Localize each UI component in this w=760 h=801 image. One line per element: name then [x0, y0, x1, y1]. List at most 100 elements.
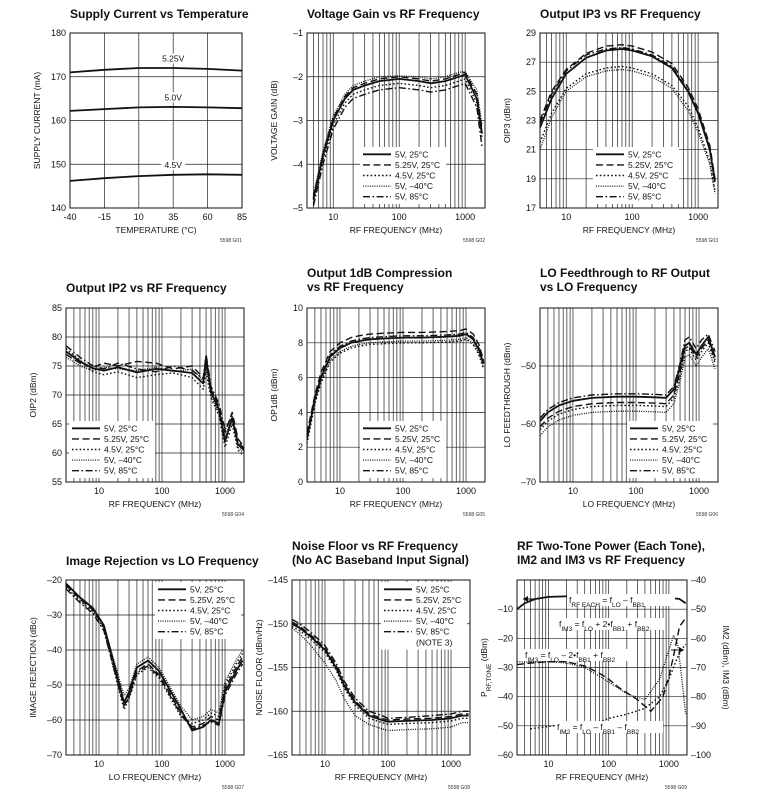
x-tick-label: 10: [328, 212, 338, 222]
legend-bg: [627, 421, 713, 478]
legend-bg: [593, 147, 679, 204]
legend-label: 5.25V, 25°C: [190, 595, 235, 605]
chart-title: Output IP3 vs RF Frequency: [540, 7, 701, 21]
series-group: [307, 328, 485, 444]
y-tick-label: –50: [521, 361, 536, 371]
legend-label: 5V, 25°C: [395, 423, 428, 433]
y-tick-label: –160: [268, 706, 288, 716]
x-tick-label: 10: [543, 759, 553, 769]
chart-title: Voltage Gain vs RF Frequency: [307, 7, 480, 21]
y-tick-label: 160: [51, 116, 66, 126]
legend-label: 4.5V, 25°C: [628, 171, 668, 181]
chart-g03: Output IP3 vs RF Frequency 10 100 1000 17 19 2…: [502, 7, 719, 244]
y-tick-label: 170: [51, 72, 66, 82]
series-line: [66, 348, 244, 457]
series-line: [70, 173, 242, 182]
y2-tick-label: –70: [691, 663, 706, 673]
x-tick-label: 60: [203, 212, 213, 222]
y-tick-label: –70: [521, 477, 536, 487]
y-axis-label: SUPPLY CURRENT (mA): [32, 72, 42, 169]
plot-frame: [306, 307, 486, 483]
legend-label: 5V, –40°C: [628, 181, 666, 191]
figure-code: 5598 G04: [222, 512, 244, 518]
x-tick-label: 1000: [688, 212, 708, 222]
x-tick-label: 1000: [455, 212, 475, 222]
legend-label: 5.25V, 25°C: [395, 160, 440, 170]
legend-label: 4.5V, 25°C: [662, 445, 702, 455]
chart-g04: Output IP2 vs RF Frequency 10 100 1000 55 60 6…: [28, 281, 245, 518]
legend-label: 5V, 85°C: [395, 192, 428, 202]
y-axis-label: IMAGE REJECTION (dBc): [28, 617, 38, 718]
series-line: [530, 643, 687, 730]
series-line: [70, 67, 242, 74]
y-tick-label: 2: [298, 442, 303, 452]
y-tick-label: –60: [47, 715, 62, 725]
x-tick-label: 100: [154, 486, 169, 496]
legend-label: 4.5V, 25°C: [416, 606, 456, 616]
x-tick-label: 1000: [215, 759, 235, 769]
chart-title: IM2 and IM3 vs RF Frequency: [517, 553, 685, 567]
y-tick-label: 4: [298, 407, 303, 417]
series-group: [66, 582, 244, 732]
legend-label: 5V, –40°C: [395, 181, 433, 191]
legend-label: 5V, 85°C: [395, 466, 428, 476]
x-axis-label: RF FREQUENCY (MHz): [556, 772, 649, 782]
y-tick-label: 55: [52, 477, 62, 487]
x-tick-label: 10: [94, 759, 104, 769]
x-tick-label: 100: [395, 486, 410, 496]
legend: 5V, 25°C5.25V, 25°C4.5V, 25°C5V, –40°C5V…: [360, 421, 446, 478]
legend-label: 4.5V, 25°C: [395, 171, 435, 181]
chart-title: Output IP2 vs RF Frequency: [66, 281, 227, 295]
x-tick-label: 1000: [441, 759, 461, 769]
y-tick-label: 140: [51, 203, 66, 213]
figure-code: 5598 G02: [463, 238, 485, 244]
x-axis-label: RF FREQUENCY (MHz): [335, 772, 428, 782]
series-line: [307, 336, 485, 441]
x-tick-label: -15: [98, 212, 111, 222]
figure-code: 5598 G03: [696, 238, 718, 244]
plot-frame: [291, 579, 471, 756]
series-line: [66, 353, 244, 448]
annotation-bg: [567, 594, 675, 606]
x-tick-label: 1000: [659, 759, 679, 769]
chart-title: vs LO Frequency: [540, 280, 638, 294]
y-tick-label: –50: [498, 721, 513, 731]
y-tick-label: –5: [293, 203, 303, 213]
series-line: [292, 625, 469, 726]
y-tick-label: 180: [51, 28, 66, 38]
legend-label: 5V, –40°C: [395, 455, 433, 465]
legend-label: 5V, 25°C: [628, 149, 661, 159]
frequency-equation: fIM3 = fLO + 2•fBB1 + fBB2: [559, 619, 650, 633]
chart-g07: Image Rejection vs LO Frequency 10 100 1000…: [28, 554, 259, 791]
x-tick-label: 1000: [689, 486, 709, 496]
x-tick-label: -40: [63, 212, 76, 222]
curve-label-bg: [161, 160, 186, 171]
legend-label: 5V, 25°C: [395, 149, 428, 159]
series-line: [540, 347, 716, 437]
y-tick-label: –20: [498, 633, 513, 643]
y-tick-label: –3: [293, 116, 303, 126]
chart-title: LO Feedthrough to RF Output: [540, 266, 710, 280]
y-tick-label: 17: [526, 203, 536, 213]
legend-bg: [69, 421, 155, 478]
y-tick-label: 23: [526, 116, 536, 126]
y-tick-label: –4: [293, 159, 303, 169]
series-line: [540, 342, 716, 431]
x-tick-label: 85: [237, 212, 247, 222]
y-tick-label: 80: [52, 332, 62, 342]
y-axis-label: VOLTAGE GAIN (dB): [269, 80, 279, 161]
plot-frame: [539, 307, 719, 483]
curve-label-bg: [161, 92, 186, 103]
frequency-equation: fIM2 = fLO – fBB1 – fBB2: [557, 722, 640, 736]
legend-label: 5.25V, 25°C: [104, 434, 149, 444]
legend-label: 5V, 85°C: [104, 466, 137, 476]
y-axis-label: LO FEEDTHROUGH (dBm): [502, 342, 512, 447]
legend-label: 4.5V, 25°C: [104, 445, 144, 455]
legend-bg: [360, 421, 446, 478]
series-line: [540, 339, 716, 428]
series-line: [307, 333, 485, 439]
plot-frame: [65, 579, 245, 756]
series-line: [312, 71, 483, 198]
series-line: [307, 338, 485, 444]
